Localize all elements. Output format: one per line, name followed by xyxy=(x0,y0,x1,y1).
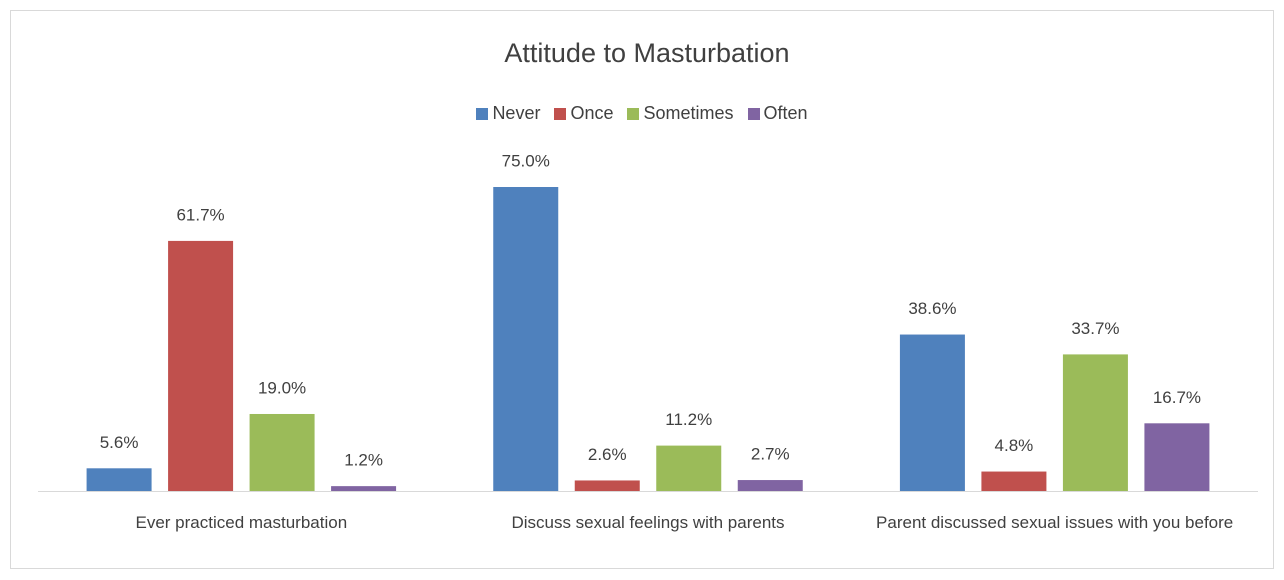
data-label: 19.0% xyxy=(258,378,306,397)
data-label: 11.2% xyxy=(665,410,712,429)
legend-label: Once xyxy=(570,103,614,123)
legend-label: Sometimes xyxy=(643,103,734,123)
data-label: 2.6% xyxy=(588,445,627,464)
legend-item: Often xyxy=(747,103,808,124)
chart-title: Attitude to Masturbation xyxy=(504,38,789,68)
bar xyxy=(86,468,152,491)
legend-label: Never xyxy=(492,103,541,123)
data-label: 2.7% xyxy=(751,445,790,464)
bar xyxy=(899,334,965,491)
x-tick-label: Discuss sexual feelings with parents xyxy=(511,513,785,532)
x-tick-label: Parent discussed sexual issues with you … xyxy=(876,513,1234,532)
bar xyxy=(493,187,559,491)
legend-swatch xyxy=(747,107,760,120)
bar xyxy=(331,486,397,491)
legend-label: Often xyxy=(763,103,808,123)
bar xyxy=(1144,423,1210,491)
legend-item: Sometimes xyxy=(627,103,734,124)
legend: Never Once Sometimes Often xyxy=(0,103,1284,124)
x-tick-label: Ever practiced masturbation xyxy=(135,513,348,532)
legend-swatch xyxy=(627,107,640,120)
bar xyxy=(168,240,234,491)
bar xyxy=(737,480,803,491)
data-label: 75.0% xyxy=(502,151,550,170)
data-label: 33.7% xyxy=(1071,319,1119,338)
data-label: 16.7% xyxy=(1153,388,1201,407)
bar xyxy=(656,445,722,491)
legend-item: Never xyxy=(476,103,540,124)
data-label: 4.8% xyxy=(995,436,1034,455)
data-label: 1.2% xyxy=(344,451,383,470)
bar xyxy=(1062,354,1128,491)
legend-swatch xyxy=(476,107,489,120)
data-label: 61.7% xyxy=(176,205,224,224)
bar xyxy=(981,471,1047,491)
bar xyxy=(574,480,640,491)
legend-item: Once xyxy=(554,103,613,124)
bar xyxy=(249,413,315,491)
data-label: 38.6% xyxy=(908,299,956,318)
legend-swatch xyxy=(554,107,567,120)
data-label: 5.6% xyxy=(100,433,139,452)
